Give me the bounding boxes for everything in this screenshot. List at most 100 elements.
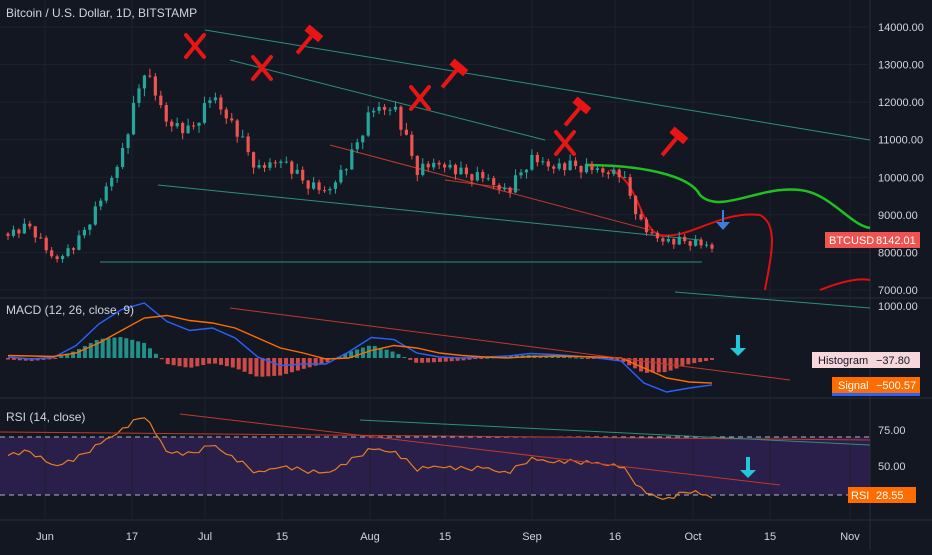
candle-body — [672, 238, 676, 245]
chart-title: Bitcoin / U.S. Dollar, 1D, BITSTAMP — [6, 6, 198, 20]
macd-histogram-bar — [41, 358, 46, 360]
candle-body — [694, 239, 698, 246]
candle-body — [524, 169, 529, 173]
x-axis-tick: Jun — [36, 531, 54, 543]
candle-body — [246, 136, 250, 153]
candle-body — [39, 237, 43, 239]
trend-line — [444, 179, 521, 191]
signal-tag: Signal −500.57 — [832, 377, 920, 396]
candle-body — [219, 97, 223, 110]
candle-body — [601, 168, 605, 173]
candle-body — [453, 164, 458, 175]
macd-histogram-bar — [65, 353, 70, 358]
candle-body — [115, 166, 119, 178]
macd-y-tick: 1000.00 — [878, 301, 918, 313]
macd-histogram-bar — [384, 349, 389, 358]
x-axis-tick: Sep — [522, 531, 542, 543]
signal-value: −500.57 — [876, 380, 916, 392]
macd-histogram-bar — [11, 358, 16, 360]
macd-histogram-bar — [319, 358, 324, 365]
macd-histogram-bar — [207, 358, 212, 364]
hammer-icon — [660, 126, 689, 157]
candle-body — [590, 163, 594, 171]
rsi-trend-line — [359, 419, 871, 446]
candle-body — [110, 177, 114, 187]
price-y-tick: 7000.00 — [878, 285, 918, 297]
macd-histogram-bar — [426, 358, 431, 363]
price-y-tick: 14000.00 — [878, 22, 924, 34]
macd-histogram-bar — [579, 357, 584, 359]
candle-body — [557, 163, 561, 169]
trend-line — [329, 144, 651, 231]
candle-body — [230, 118, 234, 121]
price-y-tick: 9000.00 — [878, 210, 918, 222]
macd-histogram-bar — [568, 357, 573, 359]
macd-histogram-bar — [349, 351, 354, 358]
macd-line — [7, 302, 713, 393]
candle-body — [410, 134, 414, 156]
rsi-tag-value: 28.55 — [876, 490, 904, 502]
candle-body — [393, 106, 398, 110]
macd-histogram-bar — [372, 346, 377, 358]
x-axis-tick: 15 — [276, 531, 288, 543]
candle-body — [448, 164, 452, 168]
trend-line — [204, 29, 871, 141]
candle-body — [77, 235, 81, 250]
macd-histogram-bar — [479, 358, 484, 359]
candle-body — [633, 195, 638, 215]
price-tag: BTCUSD 8142.01 — [825, 232, 920, 248]
macd-histogram-bar — [562, 356, 567, 358]
macd-histogram-bar — [402, 356, 407, 358]
candle-body — [148, 75, 152, 77]
candle-body — [93, 206, 97, 225]
price-y-tick: 12000.00 — [878, 97, 924, 109]
macd-histogram-bar — [313, 358, 318, 366]
candle-body — [121, 147, 125, 167]
candle-body — [312, 182, 316, 189]
candle-body — [295, 169, 299, 174]
trend-line — [157, 184, 701, 241]
down-arrow-icon — [716, 210, 730, 230]
down-arrow-icon — [740, 457, 756, 478]
candle-body — [606, 172, 610, 175]
candle-body — [328, 188, 332, 191]
candle-body — [181, 123, 185, 134]
candle-body — [159, 95, 163, 106]
macd-histogram-bar — [710, 358, 714, 360]
candle-body — [470, 174, 474, 181]
candle-body — [492, 178, 496, 186]
candle-body — [568, 160, 572, 171]
candle-body — [317, 182, 321, 191]
macd-histogram-bar — [124, 338, 129, 358]
histogram-tag: Histogram −37.80 — [812, 352, 920, 368]
x-axis-tick: Nov — [840, 531, 860, 543]
macd-histogram-bar — [390, 351, 395, 358]
macd-histogram-bar — [189, 358, 194, 368]
red-x-mark — [409, 85, 431, 111]
red-x-mark — [184, 33, 206, 59]
candle-body — [11, 229, 16, 236]
candle-body — [513, 175, 518, 193]
candle-body — [268, 162, 272, 168]
candle-body — [131, 102, 136, 135]
candle-body — [33, 226, 37, 238]
candle-body — [573, 160, 578, 167]
rsi-tag: RSI 28.55 — [848, 487, 916, 503]
candle-body — [284, 161, 288, 163]
macd-histogram-bar — [224, 358, 229, 367]
macd-histogram-bar — [639, 358, 644, 372]
candle-body — [66, 248, 70, 256]
macd-histogram-bar — [260, 358, 265, 377]
candle-body — [628, 177, 632, 196]
macd-histogram-bar — [236, 358, 241, 370]
macd-histogram-bar — [550, 356, 555, 358]
candle-body — [88, 224, 92, 230]
x-axis-tick: 17 — [126, 531, 138, 543]
candle-body — [584, 163, 589, 173]
candle-body — [333, 182, 338, 189]
histogram-label: Histogram — [818, 355, 868, 367]
macd-histogram-bar — [266, 358, 271, 377]
candle-body — [153, 76, 157, 96]
candle-body — [344, 169, 348, 171]
